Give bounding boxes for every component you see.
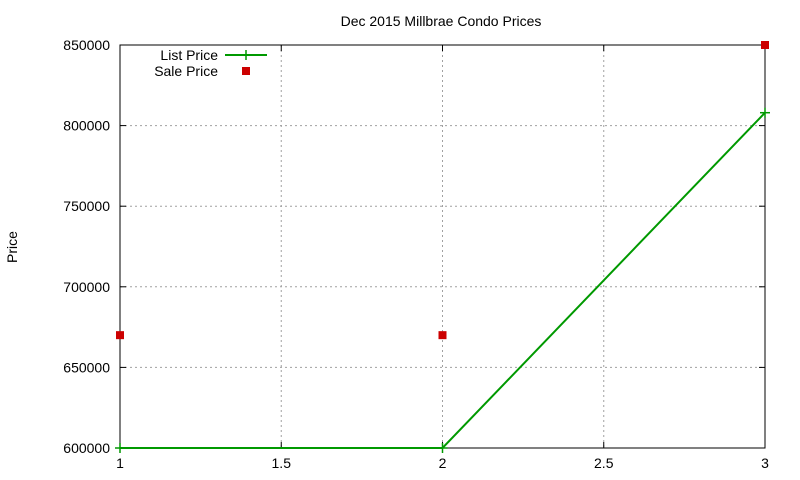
legend-marker-list-price: [241, 50, 251, 60]
x-tick-label: 1.5: [272, 455, 292, 471]
series-layer: [115, 41, 770, 453]
legend-label-sale-price: Sale Price: [154, 63, 218, 79]
x-tick-label: 2: [439, 455, 447, 471]
sale-price-point: [116, 331, 124, 340]
y-tick-label: 600000: [63, 440, 110, 456]
chart-title: Dec 2015 Millbrae Condo Prices: [341, 13, 542, 29]
y-axis-label: Price: [4, 231, 20, 263]
y-tick-label: 850000: [63, 37, 110, 53]
x-tick-label: 1: [116, 455, 124, 471]
list-price-point: [437, 443, 448, 453]
x-tick-label: 2.5: [594, 455, 614, 471]
y-tick-label: 650000: [63, 359, 110, 375]
sale-price-point: [438, 331, 447, 340]
y-tick-label: 700000: [63, 279, 110, 295]
y-tick-label: 800000: [63, 118, 110, 134]
list-price-point: [760, 107, 770, 118]
x-tick-label: 3: [761, 455, 769, 471]
list-price-point: [115, 443, 125, 453]
legend-marker-sale-price: [242, 67, 250, 75]
grid: [120, 45, 765, 448]
y-tick-label: 750000: [63, 198, 110, 214]
legend-label-list-price: List Price: [160, 47, 218, 63]
axis-ticks: 1 1.5 2 2.5 3 600000 650000 700000 750000 800000 8…: [63, 37, 769, 471]
sale-price-point: [761, 41, 769, 49]
